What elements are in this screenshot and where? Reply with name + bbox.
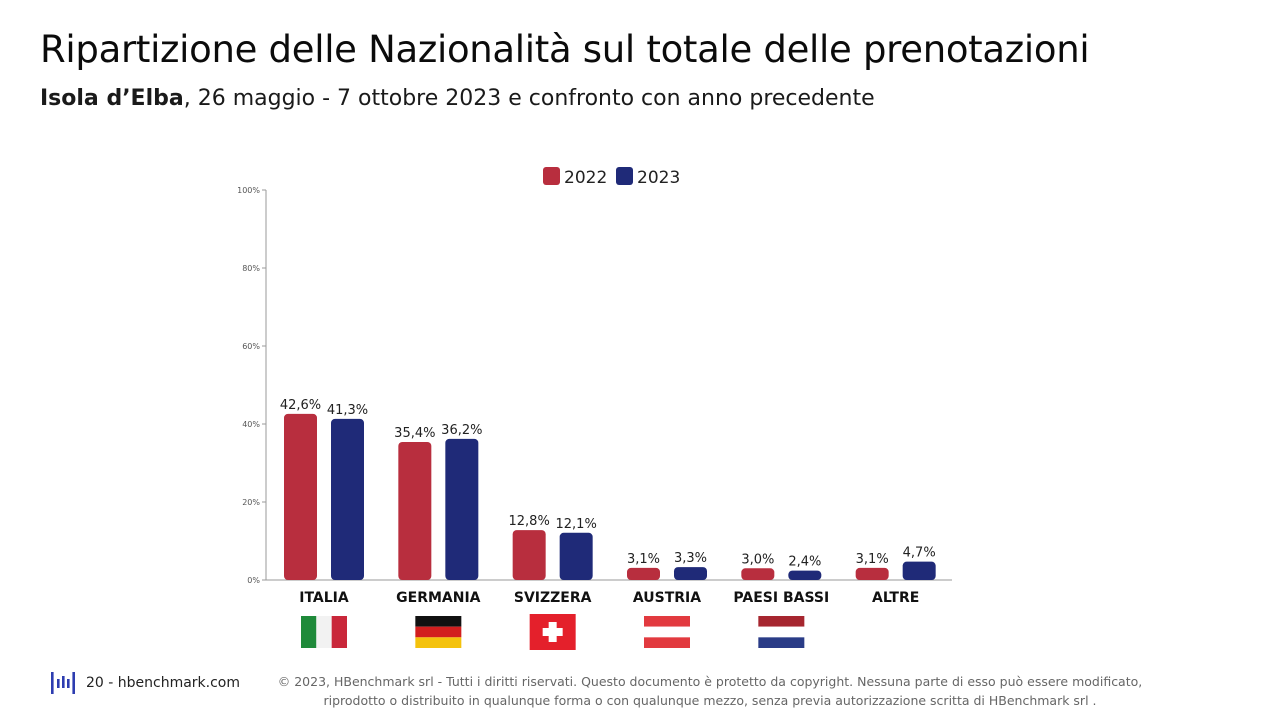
x-tick-label-italia: ITALIA xyxy=(299,590,349,606)
data-label-austria-2022: 3,1% xyxy=(627,552,660,567)
bar-austria-2022 xyxy=(627,567,660,580)
x-tick-label-paesi-bassi: PAESI BASSI xyxy=(733,590,829,606)
legend-label-2023: 2023 xyxy=(637,168,680,188)
data-label-paesi-bassi-2023: 2,4% xyxy=(788,555,821,570)
y-tick-label: 100% xyxy=(237,186,260,195)
bar-italia-2022 xyxy=(284,413,317,580)
bar-italia-2023 xyxy=(331,418,364,580)
netherlands-flag-stripe xyxy=(758,616,805,627)
page-subtitle: Isola d’Elba, 26 maggio - 7 ottobre 2023… xyxy=(40,86,875,111)
bar-svizzera-2022 xyxy=(512,530,546,580)
y-tick-label: 60% xyxy=(242,342,260,351)
page-number: 20 - hbenchmark.com xyxy=(86,675,241,691)
netherlands-flag-icon xyxy=(758,616,805,648)
data-label-italia-2023: 41,3% xyxy=(327,403,368,418)
copyright-notice: © 2023, HBenchmark srl - Tutti i diritti… xyxy=(240,672,1180,710)
data-label-germania-2023: 36,2% xyxy=(441,423,482,438)
subtitle-period: , 26 maggio - 7 ottobre 2023 e confronto… xyxy=(183,86,875,111)
bar-germania-2022 xyxy=(398,441,432,580)
bar-austria-2023 xyxy=(674,567,707,580)
hbenchmark-logo-icon xyxy=(51,672,75,694)
netherlands-flag-stripe xyxy=(758,626,805,638)
italy-flag-stripe xyxy=(316,616,332,648)
bar-altre-2022 xyxy=(855,567,889,580)
data-label-paesi-bassi-2022: 3,0% xyxy=(741,552,774,567)
data-label-svizzera-2022: 12,8% xyxy=(509,514,550,529)
bar-altre-2023 xyxy=(902,561,936,580)
copyright-line-2: riprodotto o distribuito in qualunque fo… xyxy=(323,693,1097,708)
x-tick-label-altre: ALTRE xyxy=(872,590,919,606)
austria-flag-stripe xyxy=(644,626,690,638)
y-tick-label: 0% xyxy=(247,576,260,585)
x-tick-label-svizzera: SVIZZERA xyxy=(514,590,592,606)
data-label-italia-2022: 42,6% xyxy=(280,398,321,413)
italy-flag-stripe xyxy=(331,616,347,648)
copyright-line-1: © 2023, HBenchmark srl - Tutti i diritti… xyxy=(277,674,1143,689)
austria-flag-stripe xyxy=(644,616,690,627)
legend-swatch-2023 xyxy=(616,167,633,185)
data-label-austria-2023: 3,3% xyxy=(674,551,707,566)
netherlands-flag-stripe xyxy=(758,637,805,648)
legend-swatch-2022 xyxy=(543,167,560,185)
germany-flag-stripe xyxy=(415,626,462,638)
germany-flag-stripe xyxy=(415,637,462,648)
bar-paesi-bassi-2022 xyxy=(741,568,775,580)
bar-paesi-bassi-2023 xyxy=(788,570,822,580)
data-label-altre-2022: 3,1% xyxy=(856,552,889,567)
austria-flag-icon xyxy=(644,616,690,648)
data-label-altre-2023: 4,7% xyxy=(903,546,936,561)
data-label-svizzera-2023: 12,1% xyxy=(556,517,597,532)
y-tick-label: 20% xyxy=(242,498,260,507)
austria-flag-stripe xyxy=(644,637,690,648)
bar-germania-2023 xyxy=(445,438,479,580)
x-tick-label-austria: AUSTRIA xyxy=(633,590,701,606)
x-tick-label-germania: GERMANIA xyxy=(396,590,481,606)
page-title: Ripartizione delle Nazionalità sul total… xyxy=(40,28,1090,71)
switzerland-flag-cross-h xyxy=(542,628,563,636)
legend-label-2022: 2022 xyxy=(564,168,607,188)
y-tick-label: 80% xyxy=(242,264,260,273)
switzerland-flag-icon xyxy=(529,614,576,650)
bar-svizzera-2023 xyxy=(559,532,593,580)
subtitle-location: Isola d’Elba xyxy=(40,86,184,111)
data-label-germania-2022: 35,4% xyxy=(394,426,435,441)
italy-flag-stripe xyxy=(301,616,317,648)
y-tick-label: 40% xyxy=(242,420,260,429)
germany-flag-icon xyxy=(415,616,462,648)
germany-flag-stripe xyxy=(415,616,462,627)
italy-flag-icon xyxy=(301,616,347,648)
